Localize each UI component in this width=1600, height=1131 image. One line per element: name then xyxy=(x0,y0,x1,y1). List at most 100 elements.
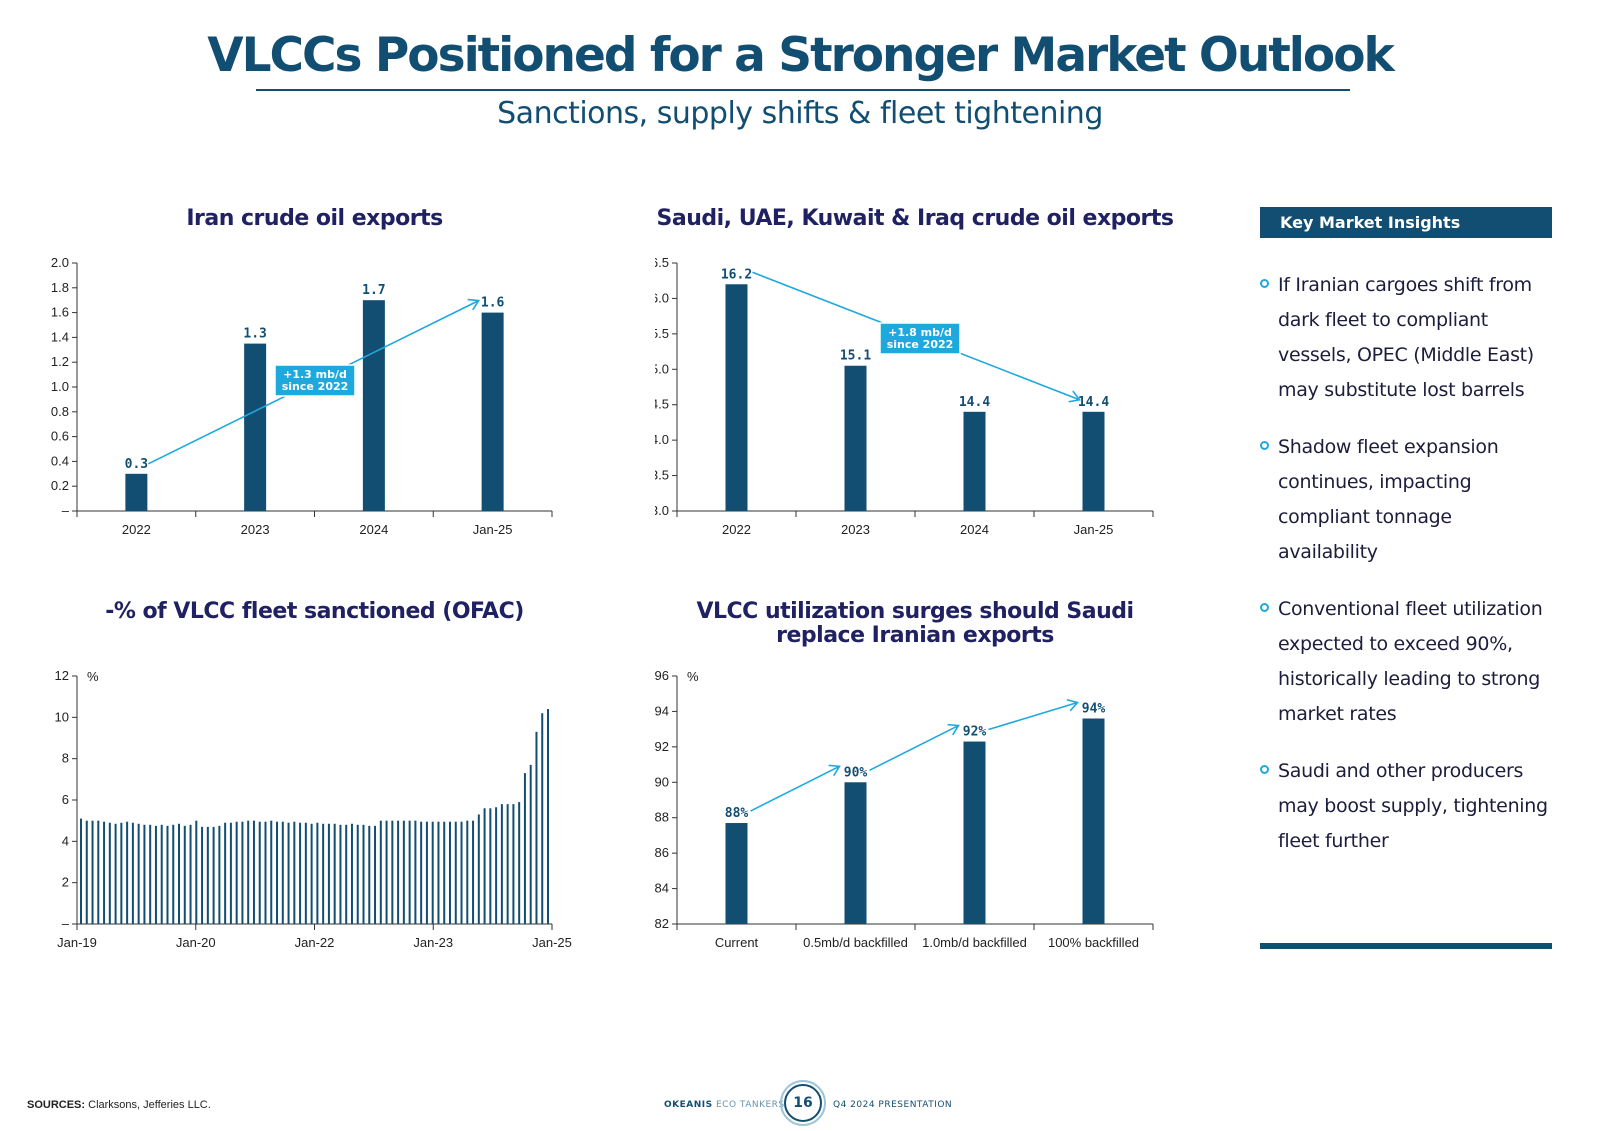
bar xyxy=(247,820,250,924)
bar xyxy=(460,821,463,924)
x-tick-label: Jan-19 xyxy=(57,935,97,950)
bar xyxy=(293,821,296,924)
y-tick-label: 15.0 xyxy=(655,361,669,376)
key-insights-panel: Key Market Insights If Iranian cargoes s… xyxy=(1260,207,1552,949)
bar xyxy=(420,821,423,924)
bar xyxy=(472,820,475,924)
bar xyxy=(350,823,353,924)
bar xyxy=(844,782,867,924)
bar xyxy=(149,824,152,924)
page-title: VLCCs Positioned for a Stronger Market O… xyxy=(207,28,1395,83)
bar xyxy=(172,824,175,924)
callout-line: +1.8 mb/d xyxy=(888,326,952,339)
x-tick-label: 0.5mb/d backfilled xyxy=(803,935,908,950)
bar xyxy=(91,820,94,924)
bar xyxy=(299,822,302,924)
insight-text: Saudi and other producers may boost supp… xyxy=(1278,760,1548,852)
bar xyxy=(385,820,388,924)
insight-item: Shadow fleet expansion continues, impact… xyxy=(1260,430,1552,570)
bar xyxy=(466,820,469,924)
bar xyxy=(529,764,532,924)
data-label: 1.3 xyxy=(243,327,266,342)
y-tick-label: 86 xyxy=(655,845,669,860)
page-number: 16 xyxy=(784,1084,822,1122)
bar xyxy=(212,826,215,924)
bar xyxy=(443,821,446,924)
callout-box xyxy=(274,364,356,397)
data-label: 94% xyxy=(1082,702,1106,717)
bar xyxy=(339,824,342,924)
brand-tagline: ECO TANKERS xyxy=(715,1100,785,1110)
bar xyxy=(114,823,117,924)
bar xyxy=(206,826,209,924)
callout-line: +1.3 mb/d xyxy=(283,368,347,381)
bar xyxy=(327,823,330,924)
bar xyxy=(844,365,867,511)
bar xyxy=(322,823,325,924)
y-tick-label: 13.5 xyxy=(655,468,669,483)
bar xyxy=(258,821,261,924)
callout-line: since 2022 xyxy=(887,338,954,351)
bar xyxy=(160,824,163,924)
bar xyxy=(408,820,411,924)
y-tick-label: 0.4 xyxy=(51,453,69,468)
y-tick-label: 12 xyxy=(55,668,69,683)
bar xyxy=(547,709,549,924)
x-tick-label: Jan-25 xyxy=(532,935,572,950)
bar xyxy=(166,825,169,924)
x-tick-label: 2023 xyxy=(241,522,270,537)
data-label: 90% xyxy=(844,765,868,780)
sources-text: Clarksons, Jefferies LLC. xyxy=(88,1099,211,1111)
bar xyxy=(143,824,146,924)
trend-arrow xyxy=(869,724,959,772)
bar xyxy=(477,814,480,924)
footer-sources: SOURCES: Clarksons, Jefferies LLC. xyxy=(27,1099,211,1111)
bar xyxy=(235,821,238,924)
y-tick-label: 13.0 xyxy=(655,503,669,518)
bar xyxy=(1082,718,1105,924)
bar xyxy=(183,825,186,924)
insight-text: Shadow fleet expansion continues, impact… xyxy=(1278,436,1499,563)
arrow-head xyxy=(947,723,960,736)
bar xyxy=(252,820,255,924)
arrow-head xyxy=(828,764,841,777)
bar xyxy=(535,731,538,924)
bar xyxy=(454,821,457,924)
data-label: 1.6 xyxy=(481,296,505,311)
bar xyxy=(437,821,440,924)
arrow-head xyxy=(1068,390,1081,403)
bar xyxy=(345,824,348,924)
insights-bottom-rule xyxy=(1260,943,1552,949)
bar xyxy=(362,824,365,924)
brand-name: OKEANIS xyxy=(664,1100,713,1110)
x-tick-label: Jan-23 xyxy=(413,935,453,950)
bar xyxy=(195,820,198,924)
bar xyxy=(963,411,986,511)
bar xyxy=(103,821,106,924)
bar xyxy=(125,473,148,511)
bullet-icon xyxy=(1260,279,1269,288)
bar xyxy=(244,343,267,511)
y-tick-label: 1.4 xyxy=(51,329,69,344)
callout-box xyxy=(879,322,961,355)
y-tick-label: 88 xyxy=(655,810,669,825)
title-underline xyxy=(256,89,1350,91)
bullet-icon xyxy=(1260,441,1269,450)
y-tick-label: 84 xyxy=(655,881,669,896)
y-tick-label: 4 xyxy=(62,833,69,848)
chart-title: Iran crude oil exports xyxy=(186,206,443,231)
insight-text: Conventional fleet utilization expected … xyxy=(1278,598,1543,725)
bar xyxy=(379,820,382,924)
bar xyxy=(120,822,123,924)
bar xyxy=(495,807,498,924)
callout-line: since 2022 xyxy=(282,380,349,393)
bar xyxy=(229,822,232,924)
bar xyxy=(725,823,748,924)
insight-item: Conventional fleet utilization expected … xyxy=(1260,592,1552,732)
bar xyxy=(489,808,492,924)
arrow-head xyxy=(467,298,480,311)
y-tick-label: 10 xyxy=(55,709,69,724)
bar xyxy=(97,820,100,924)
bar xyxy=(425,821,428,924)
bar xyxy=(725,284,748,511)
